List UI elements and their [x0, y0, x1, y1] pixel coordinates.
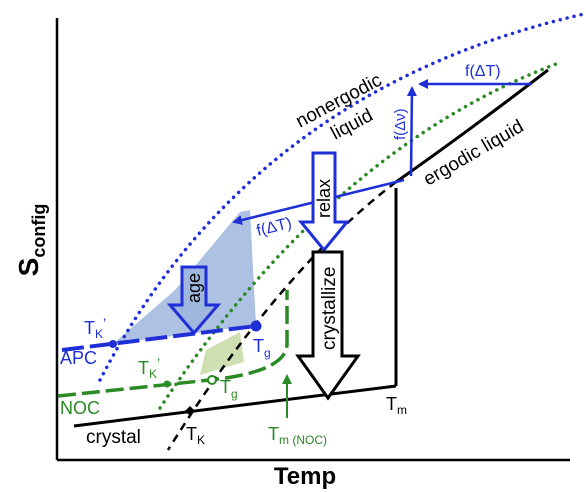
- crystal-label: crystal: [86, 427, 141, 448]
- tm-noc-label: Tm (NOC): [268, 424, 327, 447]
- f-delta-t-top-label: f(ΔT): [465, 63, 501, 80]
- tk-prime-apc-label: TK’: [84, 315, 106, 341]
- x-axis-label: Temp: [274, 463, 336, 490]
- age-label: age: [184, 273, 204, 303]
- y-axis-label: Sconfig: [13, 204, 49, 277]
- apc-glass-line: [61, 324, 257, 352]
- noc-tg-point: [207, 375, 217, 385]
- supercooled-liquid-extrapolation: [166, 181, 397, 451]
- relax-arrow: [297, 151, 351, 253]
- tk-label: TK: [186, 424, 205, 447]
- f-delta-t-mid-label: f(ΔT): [255, 215, 294, 240]
- age-arrow: [166, 265, 222, 336]
- apc-tg-point: [250, 320, 262, 332]
- crystallize-label: crystallize: [319, 267, 340, 350]
- tk-point: [185, 406, 195, 416]
- tg-noc-label: Tg: [220, 377, 238, 401]
- apc-label: APC: [60, 348, 97, 368]
- relax-label: relax: [314, 179, 334, 218]
- crystal-line: [73, 384, 397, 428]
- tg-apc-label: Tg: [253, 336, 271, 360]
- noc-liquid-curve: [158, 62, 558, 410]
- tk-prime-noc-label: TK’: [138, 355, 160, 381]
- aging-region-noc: [200, 332, 244, 375]
- aging-region-apc: [113, 210, 256, 344]
- crystallize-arrow: [295, 250, 361, 401]
- tm-label: Tm: [386, 394, 407, 417]
- nonergodic-liquid-curve: [98, 12, 586, 382]
- noc-tk-prime-point: [163, 380, 171, 388]
- f-delta-nu-arrow: [406, 86, 417, 177]
- noc-label: NOC: [60, 398, 100, 418]
- apc-tk-prime-point: [109, 340, 117, 348]
- f-delta-nu-label: f(Δν): [392, 108, 409, 140]
